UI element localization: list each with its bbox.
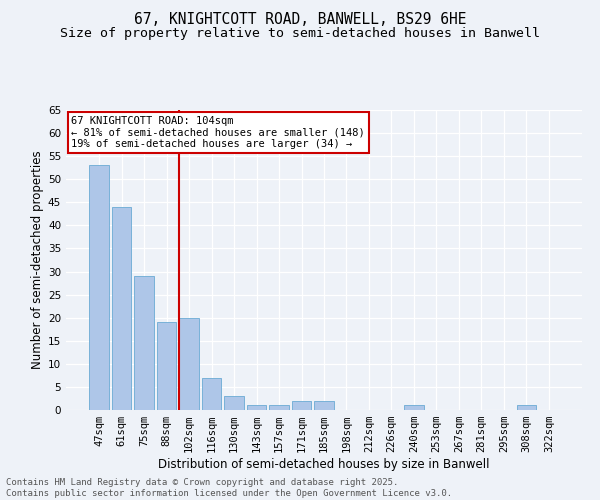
Text: Size of property relative to semi-detached houses in Banwell: Size of property relative to semi-detach… [60, 28, 540, 40]
Bar [202, 378, 221, 410]
Bar [112, 207, 131, 410]
Bar [247, 406, 266, 410]
Bar [224, 396, 244, 410]
Bar [269, 406, 289, 410]
X-axis label: Distribution of semi-detached houses by size in Banwell: Distribution of semi-detached houses by … [158, 458, 490, 471]
Bar [134, 276, 154, 410]
Bar [179, 318, 199, 410]
Bar [404, 406, 424, 410]
Bar [517, 406, 536, 410]
Bar [89, 166, 109, 410]
Text: Contains HM Land Registry data © Crown copyright and database right 2025.
Contai: Contains HM Land Registry data © Crown c… [6, 478, 452, 498]
Text: 67, KNIGHTCOTT ROAD, BANWELL, BS29 6HE: 67, KNIGHTCOTT ROAD, BANWELL, BS29 6HE [134, 12, 466, 28]
Y-axis label: Number of semi-detached properties: Number of semi-detached properties [31, 150, 44, 370]
Bar [314, 401, 334, 410]
Bar [292, 401, 311, 410]
Bar [157, 322, 176, 410]
Text: 67 KNIGHTCOTT ROAD: 104sqm
← 81% of semi-detached houses are smaller (148)
19% o: 67 KNIGHTCOTT ROAD: 104sqm ← 81% of semi… [71, 116, 365, 149]
